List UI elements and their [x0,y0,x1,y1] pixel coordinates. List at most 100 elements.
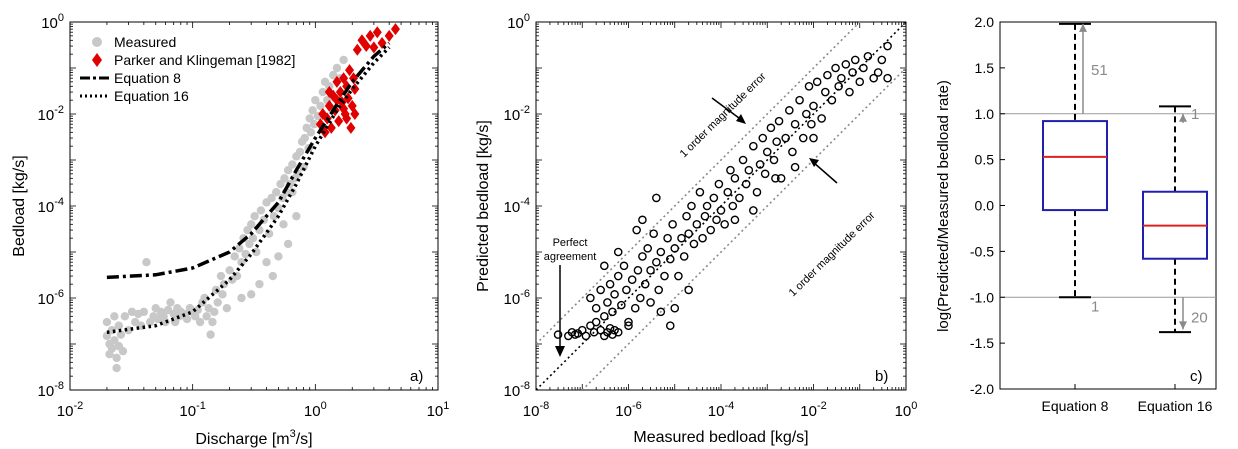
point-prediction [553,330,563,339]
point-prediction [679,252,689,261]
point-prediction [684,285,693,295]
point-prediction [700,211,710,221]
point-prediction [656,247,666,257]
panel-b-label: b) [875,368,888,385]
point-prediction [698,233,707,243]
count-arrow-head [1179,113,1187,122]
y-tick-label: 0.5 [975,152,995,168]
point-prediction [586,293,595,303]
point-prediction [728,201,738,211]
legend-label-equation-8: Equation 8 [114,70,181,86]
point-prediction [622,285,631,295]
point-prediction [613,271,623,281]
count-label: 20 [1191,309,1208,326]
point-prediction [883,73,892,83]
point-prediction [716,206,726,215]
y-tick-label: 10-2 [38,104,64,124]
panel-b-minor-ticks [535,22,906,391]
point-measured [305,114,314,123]
point-prediction [677,233,686,243]
point-prediction [772,137,781,146]
point-measured [248,233,258,243]
point-prediction [869,73,878,83]
panel-b-y-axis-label: Predicted bedload [kg/s] [475,120,492,292]
point-prediction [807,119,816,129]
count-label: 1 [1191,106,1199,123]
point-parker-klingeman [339,102,349,115]
point-prediction [877,55,887,65]
point-prediction [712,215,721,225]
point-measured [269,212,279,221]
x-tick-label: 10-8 [523,400,549,420]
point-prediction [758,133,768,143]
y-tick-label: 100 [507,12,530,32]
point-prediction [692,220,702,229]
x-tick-label: 10-1 [179,400,205,420]
point-prediction [771,174,780,183]
y-tick-label: 10-2 [504,104,530,124]
panel-a-y-axis-label: Bedload [kg/s] [11,155,28,256]
outlier-count-up: 51 [1079,23,1108,114]
point-measured [246,290,256,299]
point-prediction [665,321,675,330]
point-prediction [684,229,693,238]
point-prediction [812,77,822,87]
panel-c-label: c) [1190,368,1203,385]
arrow-lower-error [812,161,838,184]
point-prediction [709,193,719,203]
point-measured [216,271,226,281]
point-parker-klingeman [384,29,394,42]
point-prediction [640,279,650,289]
point-prediction [720,220,729,229]
point-prediction [883,41,892,51]
point-prediction [687,201,696,211]
x-tick-label: 10-2 [800,400,826,420]
point-prediction [706,225,716,235]
point-measured [316,101,325,111]
point-prediction [633,266,643,275]
point-prediction [649,229,658,238]
outlier-count-down: 1 [1091,298,1099,315]
point-prediction [627,275,637,284]
point-measured [283,166,293,175]
reference-line-lower-order-error [581,67,906,390]
box-iqr [1042,120,1108,212]
point-measured [272,187,281,197]
panel-c-x-ticks: Equation 8 Equation 16 [1042,384,1213,414]
x-tick-label: 100 [304,400,327,420]
annotation-perfect: Perfect [553,237,588,249]
point-prediction [695,187,705,197]
panel-b: 10-8 10-6 10-4 10-2 100 10-810-610-410-2100 … [475,12,917,446]
point-prediction [821,87,830,97]
point-prediction [610,290,619,299]
point-measured [191,312,200,321]
point-prediction [624,321,633,330]
point-prediction [859,63,868,73]
point-measured [332,63,342,73]
point-measured [206,330,215,339]
point-prediction [624,317,633,327]
point-measured [308,106,317,115]
point-measured [329,70,338,80]
point-prediction [660,271,669,281]
point-parker-klingeman [334,115,344,128]
point-prediction [798,133,808,143]
point-prediction [823,70,832,80]
point-prediction [646,298,655,307]
point-prediction [841,60,851,69]
point-prediction [730,215,740,225]
point-prediction [638,215,647,225]
point-prediction [600,312,609,321]
point-measured [116,330,126,339]
legend-label-parker: Parker and Klingeman [1982] [114,52,295,68]
point-measured [279,220,288,229]
count-label: 51 [1091,62,1108,79]
point-prediction [755,160,765,169]
point-parker-klingeman [352,43,362,56]
x-tick-label: 10-2 [57,400,83,420]
point-prediction [668,220,677,229]
point-measured [120,312,130,321]
point-measured [280,174,289,183]
point-measured [213,298,222,307]
y-tick-label: 10-6 [38,288,64,308]
